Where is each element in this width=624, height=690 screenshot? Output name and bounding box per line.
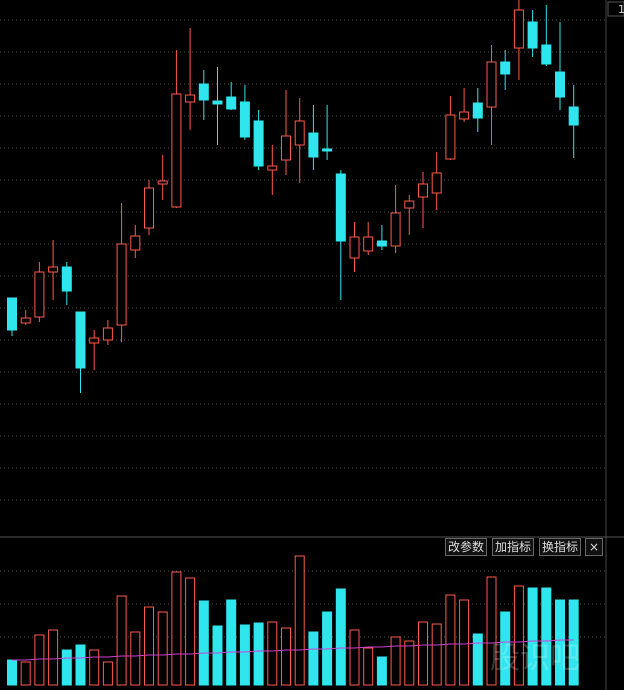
candle-body — [418, 183, 428, 198]
candle-body — [267, 165, 278, 171]
candle-body — [116, 243, 127, 326]
candle-body — [7, 297, 17, 331]
candle-body — [75, 311, 86, 369]
volume-bar — [157, 611, 168, 686]
volume-bar — [212, 625, 223, 686]
volume-bar — [459, 599, 470, 686]
volume-ma-line — [12, 639, 574, 661]
volume-bar — [404, 640, 415, 686]
candle-body — [445, 114, 456, 160]
candle-body — [555, 71, 565, 98]
volume-bar — [555, 599, 565, 686]
candle-body — [102, 327, 113, 341]
volume-bar — [431, 623, 442, 686]
volume-bar — [500, 611, 511, 686]
candle-body — [89, 337, 100, 344]
candle-body — [527, 21, 538, 49]
volume-bar — [7, 659, 17, 686]
candle-body — [308, 132, 319, 158]
volume-bar — [335, 588, 346, 686]
candle-body — [513, 9, 524, 49]
candle-body — [349, 236, 360, 259]
candle-body — [404, 200, 415, 209]
volume-bar — [89, 649, 100, 686]
volume-bar — [198, 600, 209, 686]
candle-body — [61, 266, 72, 292]
volume-bar — [48, 629, 59, 686]
volume-bar — [226, 599, 237, 686]
candle-body — [431, 172, 442, 194]
candle-body — [568, 106, 579, 126]
candle-body — [253, 120, 264, 167]
volume-bar — [102, 661, 113, 686]
watermark: 股识吧 — [490, 641, 580, 676]
volume-bar — [349, 629, 360, 686]
candle-body — [34, 271, 45, 318]
candle-body — [363, 236, 374, 252]
volume-bar — [239, 624, 250, 686]
candle-body — [376, 240, 387, 247]
candle-body — [486, 61, 497, 108]
volume-bar — [61, 649, 72, 686]
close-button[interactable]: × — [585, 538, 604, 556]
volume-bar — [34, 634, 45, 686]
volume-bar — [390, 636, 401, 686]
volume-bar — [253, 622, 264, 686]
candle-body — [20, 317, 31, 324]
candle-body — [48, 266, 59, 273]
candle-body — [144, 187, 154, 229]
volume-bar — [541, 587, 552, 686]
candle-body — [294, 120, 305, 146]
volume-bar — [568, 599, 579, 686]
volume-bar — [513, 585, 524, 686]
volume-bar — [363, 647, 374, 686]
candle-body — [198, 83, 209, 101]
volume-bar — [144, 606, 154, 686]
candle-body — [335, 173, 346, 242]
candle-body — [185, 94, 196, 103]
candle-body — [459, 111, 470, 120]
volume-bar — [445, 594, 456, 686]
volume-bar — [75, 644, 86, 686]
volume-bar — [472, 633, 483, 686]
candle-body — [281, 135, 291, 161]
candle-body — [472, 102, 483, 119]
candle-body — [541, 44, 552, 65]
volume-bar — [294, 555, 305, 686]
volume-bar — [376, 656, 387, 686]
candle-body — [130, 235, 141, 251]
candle-body — [157, 180, 168, 185]
volume-bar — [281, 627, 291, 686]
candle-body — [500, 61, 511, 75]
volume-bar — [171, 571, 182, 686]
volume-bar — [486, 576, 497, 686]
candle-body — [390, 212, 401, 247]
volume-bar — [20, 661, 31, 686]
candle-body — [212, 100, 223, 105]
button[interactable]: 加指标 — [492, 538, 535, 556]
volume-bar — [185, 577, 196, 686]
corner-box — [607, 1, 624, 17]
volume-bar — [418, 621, 428, 686]
volume-bar — [527, 587, 538, 686]
volume-bar — [116, 595, 127, 686]
candle-body — [239, 101, 250, 138]
corner-label: 1 — [618, 3, 624, 16]
button[interactable]: 改参数 — [445, 538, 488, 556]
volume-bar — [308, 631, 319, 686]
volume-bar — [130, 631, 141, 686]
candle-body — [226, 96, 237, 110]
button[interactable]: 换指标 — [539, 538, 582, 556]
candle-body — [171, 93, 182, 208]
candle-body — [322, 148, 333, 152]
volume-bar — [267, 621, 278, 686]
